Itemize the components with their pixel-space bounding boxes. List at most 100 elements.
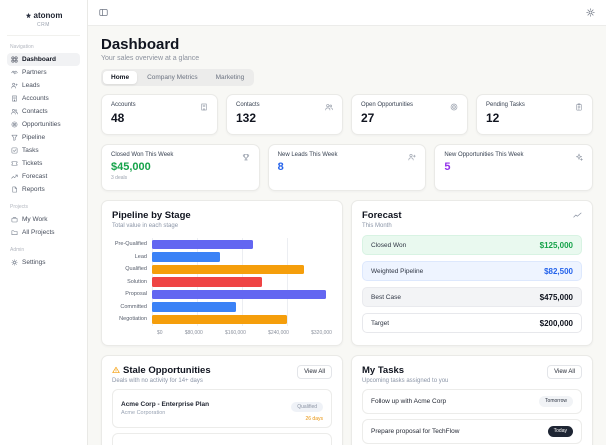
page-subtitle: Your sales overview at a glance <box>101 55 200 62</box>
week-stat-sub <box>278 175 338 181</box>
sidebar-item-accounts[interactable]: Accounts <box>7 92 80 105</box>
tasks-subtitle: Upcoming tasks assigned to you <box>362 377 449 384</box>
brand-logo-icon <box>25 12 32 19</box>
tasks-view-all-button[interactable]: View All <box>547 364 582 379</box>
sidebar-item-leads[interactable]: Leads <box>7 79 80 92</box>
chart-row: Qualified <box>112 263 332 276</box>
x-axis-tick: $80,000 <box>184 329 203 336</box>
sidebar-item-dashboard[interactable]: Dashboard <box>7 53 80 66</box>
sidebar-section-label: Projects <box>10 204 29 210</box>
trophy-icon <box>242 153 250 161</box>
task-item[interactable]: Follow up with Acme Corp Tomorrow <box>362 388 582 414</box>
folder-icon <box>11 229 18 236</box>
tab-company-metrics[interactable]: Company Metrics <box>147 74 198 81</box>
sidebar-nav: Navigation Dashboard Partners Leads Acco… <box>7 44 80 269</box>
sidebar-item-contacts[interactable]: Contacts <box>7 105 80 118</box>
kpi-label: Pending Tasks <box>486 102 525 108</box>
chart-bar <box>152 289 327 299</box>
chart-track <box>152 250 332 263</box>
chart-row: Committed <box>112 300 332 313</box>
clipboard-list-icon <box>575 103 583 111</box>
warning-icon <box>112 366 120 374</box>
sidebar-item-pipeline[interactable]: Pipeline <box>7 131 80 144</box>
task-list: Follow up with Acme Corp Tomorrow Prepar… <box>362 388 582 445</box>
chart-x-axis: $0 $80,000 $160,000 $240,000 $320,000 <box>157 330 332 336</box>
sidebar-item-partners[interactable]: Partners <box>7 66 80 79</box>
chart-category-label: Pre-Qualified <box>114 241 147 248</box>
funnel-icon <box>11 134 18 141</box>
tab-marketing[interactable]: Marketing <box>215 74 245 81</box>
chart-bar <box>152 314 287 324</box>
kpi-label: Contacts <box>236 102 260 108</box>
stale-title: Stale Opportunities <box>123 364 211 376</box>
user-plus-icon <box>11 82 18 89</box>
week-stat-value: $45,000 <box>111 161 151 173</box>
sidebar-toggle-icon[interactable] <box>99 8 108 17</box>
stale-subtitle: Deals with no activity for 14+ days <box>112 377 203 384</box>
forecast-row-value: $200,000 <box>539 318 573 328</box>
chart-category-label: Lead <box>134 253 147 260</box>
sidebar-section: Navigation Dashboard Partners Leads Acco… <box>7 44 80 196</box>
sidebar-item-label: All Projects <box>22 229 55 236</box>
task-item[interactable]: Prepare proposal for TechFlow Today <box>362 418 582 444</box>
sidebar-section-label: Admin <box>10 247 25 253</box>
forecast-row-label: Target <box>371 319 390 327</box>
chart-track <box>152 263 332 276</box>
sidebar-section-label: Navigation <box>10 44 34 50</box>
chart-row: Negotiation <box>112 313 332 326</box>
sidebar-item-forecast[interactable]: Forecast <box>7 170 80 183</box>
chart-track <box>152 275 332 288</box>
building-icon <box>11 95 18 102</box>
brand-name: atonom <box>33 11 63 20</box>
tab-home[interactable]: Home <box>103 71 138 84</box>
sidebar-item-settings[interactable]: Settings <box>7 256 80 269</box>
my-tasks-panel: My Tasks Upcoming tasks assigned to you … <box>351 354 593 445</box>
task-due-badge: Today <box>547 425 573 437</box>
stale-opportunities-panel: Stale Opportunities Deals with no activi… <box>101 354 343 445</box>
x-axis-tick: $0 <box>157 329 163 336</box>
chart-bar <box>152 239 254 249</box>
chart-line-icon <box>573 210 582 219</box>
sidebar-item-label: Leads <box>22 82 40 89</box>
page-title: Dashboard <box>101 36 180 53</box>
target-icon <box>11 121 18 128</box>
sidebar-item-tickets[interactable]: Tickets <box>7 157 80 170</box>
stale-view-all-button[interactable]: View All <box>297 364 332 379</box>
week-stat-value: 8 <box>277 161 284 173</box>
mid-row: Pipeline by Stage Total value in each st… <box>101 200 593 346</box>
stale-opportunity-item[interactable]: TechFlow - Platform License TechFlow Sol… <box>112 432 332 445</box>
sidebar-item-label: Settings <box>22 259 46 266</box>
chart-row: Solution <box>112 275 332 288</box>
sidebar-item-label: Reports <box>22 186 45 193</box>
week-stat-label: Closed Won This Week <box>111 152 174 158</box>
pipeline-chart: Pre-Qualified Lead Qualified Solution Pr… <box>112 238 332 326</box>
sidebar-item-my-work[interactable]: My Work <box>7 213 80 226</box>
kpi-value: 48 <box>111 111 125 125</box>
theme-toggle-icon[interactable] <box>586 8 595 17</box>
brand-sub: CRM <box>37 22 50 28</box>
building-icon <box>200 103 208 111</box>
week-stat-sub <box>444 175 523 181</box>
tabs: Home Company Metrics Marketing <box>101 69 255 86</box>
trend-icon <box>11 173 18 180</box>
sidebar-item-opportunities[interactable]: Opportunities <box>7 118 80 131</box>
forecast-row-label: Weighted Pipeline <box>371 267 424 275</box>
sidebar-item-label: Tickets <box>22 160 43 167</box>
kpi-value: 12 <box>486 111 500 125</box>
sidebar-item-label: My Work <box>22 216 48 223</box>
briefcase-icon <box>11 216 18 223</box>
task-name: Prepare proposal for TechFlow <box>371 427 460 435</box>
task-due-badge: Tomorrow <box>539 395 573 407</box>
target-icon <box>450 103 458 111</box>
sidebar: atonom CRM Navigation Dashboard Partners… <box>0 0 88 445</box>
chart-bar <box>152 277 262 287</box>
sidebar-item-reports[interactable]: Reports <box>7 183 80 196</box>
chart-row: Pre-Qualified <box>112 238 332 251</box>
kpi-card: Accounts 48 <box>101 94 218 135</box>
stale-opportunity-item[interactable]: Acme Corp - Enterprise Plan Acme Corpora… <box>112 388 332 428</box>
week-stat-value: 5 <box>444 161 451 173</box>
sidebar-item-all-projects[interactable]: All Projects <box>7 226 80 239</box>
sidebar-item-tasks[interactable]: Tasks <box>7 144 80 157</box>
forecast-subtitle: This Month <box>362 223 392 229</box>
pipeline-title: Pipeline by Stage <box>112 210 191 221</box>
